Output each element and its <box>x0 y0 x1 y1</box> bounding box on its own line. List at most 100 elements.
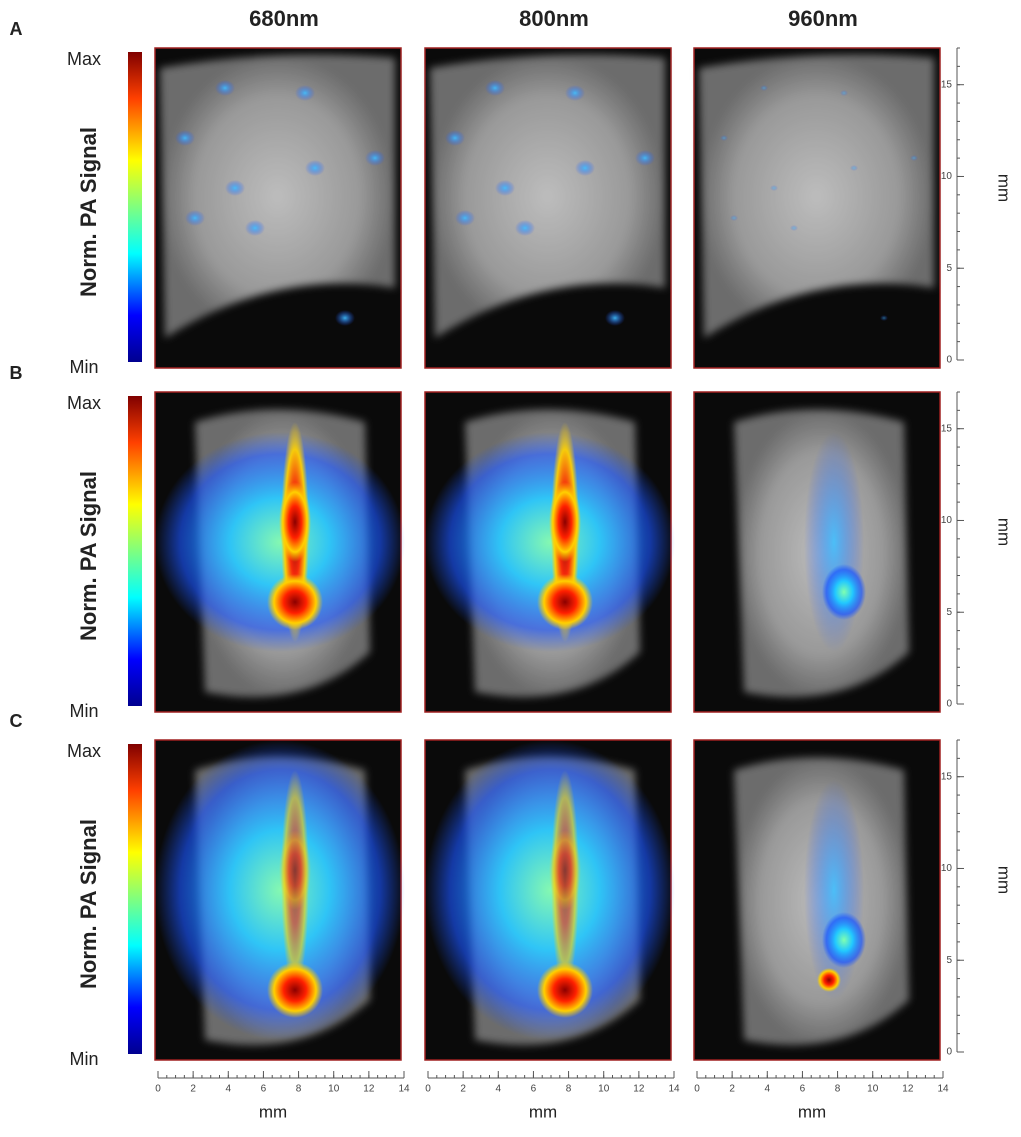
y-tick-label: 15 <box>941 79 953 90</box>
x-tick-label: 2 <box>190 1084 196 1095</box>
image-panel <box>694 48 940 368</box>
x-tick-label: 14 <box>398 1084 410 1095</box>
colorbar-title: Norm. PA Signal <box>76 471 101 641</box>
signal <box>245 220 265 236</box>
image-panel <box>155 392 405 712</box>
y-tick-label: 15 <box>941 771 953 782</box>
y-axis-label: mm <box>995 518 1014 546</box>
colorbar-min: Min <box>69 1049 98 1069</box>
signal-glow <box>804 780 864 1000</box>
image-panel <box>425 740 675 1060</box>
y-tick-label: 0 <box>946 1047 952 1058</box>
x-tick-label: 6 <box>261 1084 267 1095</box>
signal <box>175 130 195 146</box>
x-tick-label: 6 <box>531 1084 537 1095</box>
x-tick-label: 4 <box>765 1084 771 1095</box>
signal-hot <box>279 482 311 562</box>
x-axis-label: mm <box>259 1102 287 1121</box>
image-panel <box>694 392 940 712</box>
signal <box>185 210 205 226</box>
signal <box>575 160 595 176</box>
x-axis-label: mm <box>798 1102 826 1121</box>
figure: 680nm800nm960nmAMaxMinNorm. PA Signal051… <box>0 0 1021 1132</box>
signal <box>295 85 315 101</box>
column-title: 960nm <box>788 6 858 31</box>
x-tick-label: 8 <box>566 1084 572 1095</box>
signal-hot <box>267 574 323 630</box>
signal <box>730 215 738 221</box>
x-tick-label: 14 <box>668 1084 680 1095</box>
y-tick-label: 10 <box>941 515 953 526</box>
panel-label: C <box>10 711 23 731</box>
signal <box>880 315 888 321</box>
signal-hot <box>537 962 593 1018</box>
colorbar-title: Norm. PA Signal <box>76 127 101 297</box>
signal <box>225 180 245 196</box>
x-tick-label: 10 <box>867 1084 879 1095</box>
y-axis-label: mm <box>995 866 1014 894</box>
signal <box>365 150 385 166</box>
colorbar-max: Max <box>67 49 101 69</box>
y-axis-label: mm <box>995 174 1014 202</box>
signal <box>605 310 625 326</box>
signal <box>720 135 728 141</box>
signal-hot <box>549 482 581 562</box>
x-tick-label: 2 <box>729 1084 735 1095</box>
signal <box>635 150 655 166</box>
x-tick-label: 8 <box>835 1084 841 1095</box>
y-tick-label: 15 <box>941 423 953 434</box>
signal <box>910 155 918 161</box>
x-tick-label: 12 <box>902 1084 914 1095</box>
signal <box>215 80 235 96</box>
x-tick-label: 12 <box>363 1084 375 1095</box>
signal-glow <box>804 432 864 652</box>
image-panel <box>155 740 405 1060</box>
x-tick-label: 8 <box>296 1084 302 1095</box>
x-tick-label: 0 <box>694 1084 700 1095</box>
colorbar <box>128 52 142 362</box>
panel-label: B <box>10 363 23 383</box>
signal-hot <box>267 962 323 1018</box>
signal <box>760 85 768 91</box>
x-tick-label: 10 <box>598 1084 610 1095</box>
colorbar <box>128 744 142 1054</box>
signal <box>790 225 798 231</box>
column-title: 680nm <box>249 6 319 31</box>
x-tick-label: 6 <box>800 1084 806 1095</box>
signal-hot <box>537 574 593 630</box>
x-tick-label: 2 <box>460 1084 466 1095</box>
x-tick-label: 10 <box>328 1084 340 1095</box>
signal <box>840 90 848 96</box>
x-tick-label: 4 <box>496 1084 502 1095</box>
signal <box>495 180 515 196</box>
signal <box>445 130 465 146</box>
image-panel <box>694 740 940 1060</box>
image-panel <box>425 392 675 712</box>
signal-hot <box>817 968 841 992</box>
x-tick-label: 0 <box>155 1084 161 1095</box>
signal <box>850 165 858 171</box>
x-tick-label: 14 <box>937 1084 949 1095</box>
y-tick-label: 0 <box>946 699 952 710</box>
y-tick-label: 10 <box>941 863 953 874</box>
signal-glow <box>822 912 866 968</box>
signal-glow <box>822 564 866 620</box>
colorbar-title: Norm. PA Signal <box>76 819 101 989</box>
y-tick-label: 10 <box>941 171 953 182</box>
signal <box>485 80 505 96</box>
column-title: 800nm <box>519 6 589 31</box>
signal <box>770 185 778 191</box>
y-tick-label: 0 <box>946 355 952 366</box>
colorbar <box>128 396 142 706</box>
signal <box>455 210 475 226</box>
colorbar-min: Min <box>69 701 98 721</box>
colorbar-max: Max <box>67 393 101 413</box>
signal <box>565 85 585 101</box>
signal-hot <box>279 830 311 910</box>
image-panel <box>425 48 671 368</box>
y-tick-label: 5 <box>946 607 952 618</box>
x-tick-label: 12 <box>633 1084 645 1095</box>
x-tick-label: 4 <box>226 1084 232 1095</box>
signal <box>515 220 535 236</box>
x-tick-label: 0 <box>425 1084 431 1095</box>
